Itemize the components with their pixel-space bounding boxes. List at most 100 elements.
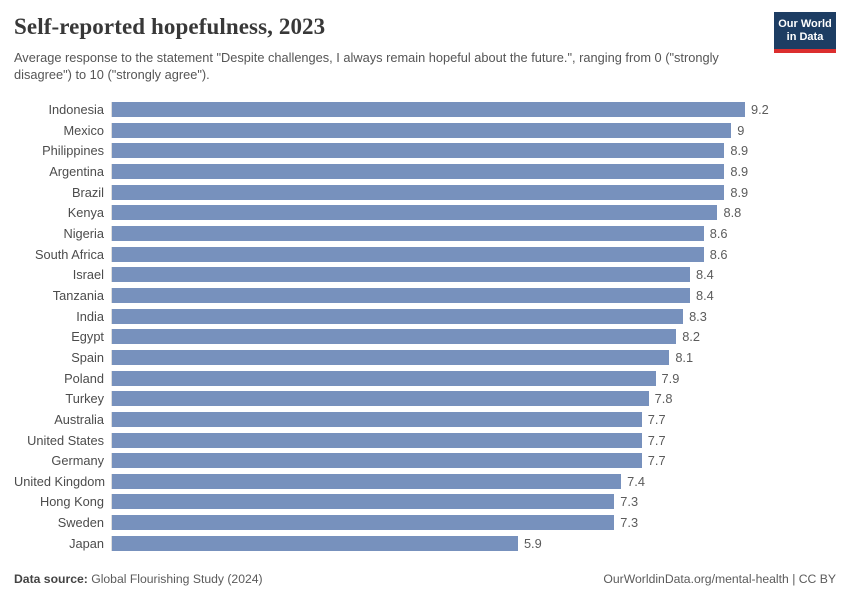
- bar-row: Egypt 8.2: [14, 329, 836, 345]
- bar[interactable]: [112, 370, 656, 386]
- category-label: Mexico: [63, 122, 104, 138]
- bar[interactable]: [112, 122, 732, 138]
- bar-row: Australia 7.7: [14, 411, 836, 427]
- value-label: 8.8: [723, 205, 742, 221]
- chart-footer: Data source: Global Flourishing Study (2…: [14, 572, 836, 586]
- bar[interactable]: [112, 349, 670, 365]
- value-label: 7.7: [647, 432, 666, 448]
- bar[interactable]: [112, 163, 725, 179]
- category-label: Sweden: [57, 515, 104, 531]
- bar-track: 8.9: [111, 163, 836, 179]
- bar[interactable]: [112, 473, 622, 489]
- bar-chart: Indonesia 9.2 Mexico 9 Philippines 8.9 Argenti…: [14, 102, 836, 551]
- bar-row: Philippines 8.9: [14, 143, 836, 159]
- category-label: India: [76, 308, 104, 324]
- category-label: Argentina: [49, 163, 104, 179]
- category-label: United States: [27, 432, 104, 448]
- category-label: Poland: [64, 370, 104, 386]
- category-label: Philippines: [42, 143, 104, 159]
- value-label: 9.2: [751, 102, 769, 117]
- value-label: 7.3: [620, 515, 639, 531]
- bar[interactable]: [112, 329, 677, 345]
- bar-row: Indonesia 9.2: [14, 102, 836, 117]
- bar-row: Spain 8.1: [14, 349, 836, 365]
- bar-row: Tanzania 8.4: [14, 287, 836, 303]
- bar[interactable]: [112, 143, 725, 159]
- chart-title: Self-reported hopefulness, 2023: [14, 14, 326, 39]
- value-label: 7.8: [654, 391, 673, 407]
- bar-row: Hong Kong 7.3: [14, 494, 836, 510]
- category-label: Japan: [69, 535, 104, 551]
- bar[interactable]: [112, 535, 518, 551]
- bar[interactable]: [112, 205, 718, 221]
- category-label: Israel: [72, 267, 104, 283]
- category-label: Australia: [54, 411, 104, 427]
- header-text: Self-reported hopefulness, 2023 Average …: [14, 10, 774, 83]
- bar-track: 8.4: [111, 287, 836, 303]
- bar[interactable]: [112, 494, 615, 510]
- value-label: 8.9: [730, 163, 749, 179]
- value-label: 8.1: [675, 349, 694, 365]
- bar-track: 7.8: [111, 391, 836, 407]
- value-label: 8.6: [709, 246, 728, 262]
- bar-track: 8.3: [111, 308, 836, 324]
- bar[interactable]: [112, 246, 704, 262]
- value-label: 7.4: [627, 473, 645, 489]
- bar[interactable]: [112, 453, 642, 469]
- value-label: 8.9: [730, 184, 749, 200]
- bar-track: 7.3: [111, 515, 836, 531]
- bar-row: Nigeria 8.6: [14, 225, 836, 241]
- category-label: Germany: [51, 453, 104, 469]
- bar-track: 8.8: [111, 205, 836, 221]
- bar-track: 8.6: [111, 246, 836, 262]
- owid-logo-line1: Our World: [778, 18, 832, 30]
- value-label: 7.3: [620, 494, 639, 510]
- value-label: 8.4: [695, 267, 714, 283]
- bar[interactable]: [112, 391, 649, 407]
- chart-header: Self-reported hopefulness, 2023 Average …: [14, 10, 836, 83]
- value-label: 8.9: [730, 143, 749, 159]
- bar-row: Argentina 8.9: [14, 163, 836, 179]
- value-label: 8.6: [709, 225, 728, 241]
- bar[interactable]: [112, 432, 642, 448]
- bar-track: 8.6: [111, 225, 836, 241]
- value-label: 9: [737, 122, 745, 138]
- category-label: Indonesia: [48, 102, 105, 117]
- bar[interactable]: [112, 287, 690, 303]
- bar-row: India 8.3: [14, 308, 836, 324]
- bar-track: 7.7: [111, 453, 836, 469]
- bar-row: Israel 8.4: [14, 267, 836, 283]
- value-label: 8.4: [695, 287, 714, 303]
- bar-row: Brazil 8.9: [14, 184, 836, 200]
- category-label: Hong Kong: [39, 494, 104, 510]
- bar-row: United States 7.7: [14, 432, 836, 448]
- value-label: 8.2: [682, 329, 700, 345]
- bar-row: Japan 5.9: [14, 535, 836, 551]
- bar-row: South Africa 8.6: [14, 246, 836, 262]
- value-label: 8.3: [689, 308, 707, 324]
- value-label: 5.9: [523, 535, 542, 551]
- bar-row: Turkey 7.8: [14, 391, 836, 407]
- bar-track: 9.2: [111, 102, 836, 117]
- bar[interactable]: [112, 102, 745, 117]
- bar-row: Germany 7.7: [14, 453, 836, 469]
- data-source-label: Data source:: [14, 572, 88, 586]
- owid-logo[interactable]: Our World in Data: [774, 12, 836, 53]
- bar[interactable]: [112, 225, 704, 241]
- bar[interactable]: [112, 184, 725, 200]
- bar[interactable]: [112, 515, 615, 531]
- category-label: South Africa: [34, 246, 104, 262]
- bar[interactable]: [112, 411, 642, 427]
- category-label: Turkey: [65, 391, 104, 407]
- footer-link[interactable]: OurWorldinData.org/mental-health | CC BY: [603, 572, 836, 586]
- bar[interactable]: [112, 308, 684, 324]
- category-label: Nigeria: [63, 225, 104, 241]
- bar-track: 8.1: [111, 349, 836, 365]
- owid-logo-box: Our World in Data: [774, 12, 836, 53]
- bar-track: 7.7: [111, 432, 836, 448]
- value-label: 7.9: [661, 370, 680, 386]
- bar-row: Sweden 7.3: [14, 515, 836, 531]
- owid-logo-line2: in Data: [786, 31, 824, 43]
- bar[interactable]: [112, 267, 690, 283]
